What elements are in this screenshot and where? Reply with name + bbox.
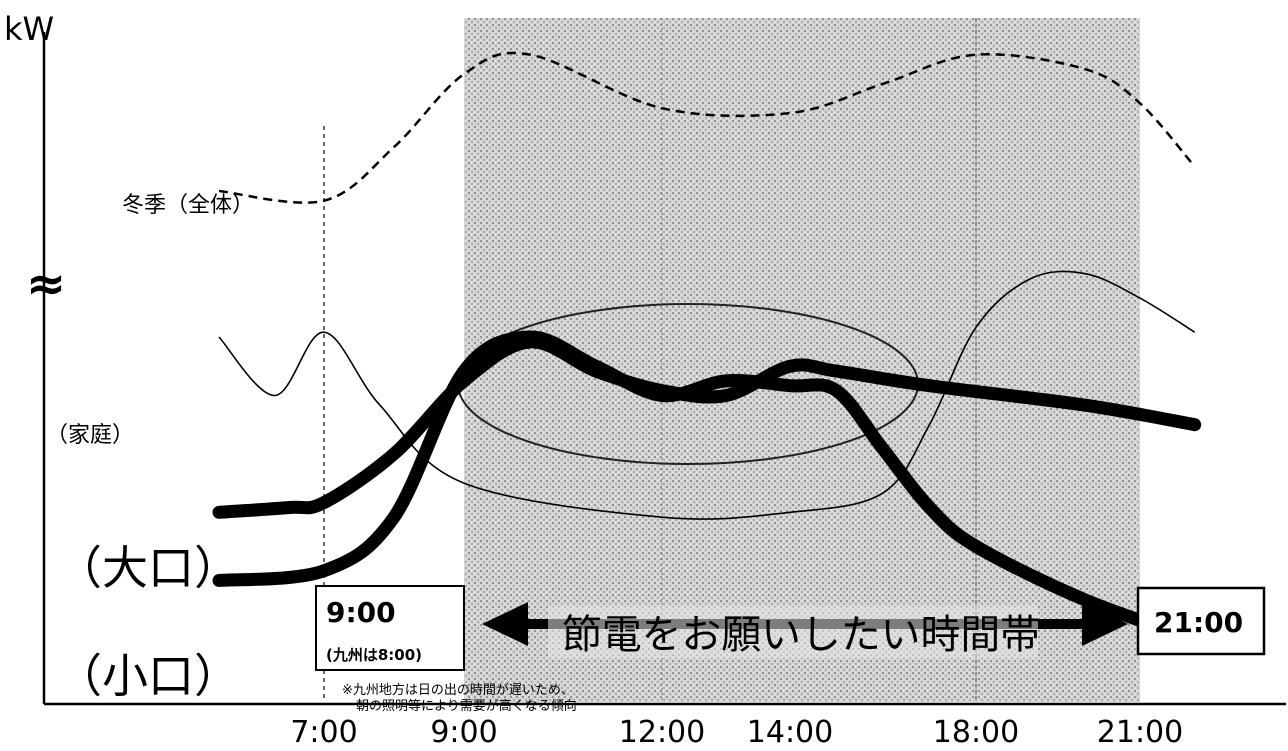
- x-tick-labels: 7:00 9:00 12:00 14:00 18:00 21:00: [290, 715, 1183, 750]
- axis-break-symbol: ≈: [26, 256, 66, 312]
- series-line-winter: [218, 51, 1196, 204]
- series-label-small: （小口）: [56, 649, 240, 703]
- footnote-line-1: ※九州地方は日の出の時間が遅いため、: [342, 682, 574, 698]
- end-time: 21:00: [1154, 606, 1243, 639]
- x-tick-label: 18:00: [933, 715, 1019, 750]
- start-time-note: (九州は8:00): [326, 646, 422, 664]
- series-line-small: [212, 330, 1202, 646]
- series-label-household: （家庭）: [46, 423, 134, 448]
- series-line-household: [218, 270, 1196, 520]
- series-layer: [212, 51, 1202, 646]
- x-tick-label: 7:00: [290, 715, 357, 750]
- end-time-box: [1136, 586, 1266, 656]
- series-label-large: （大口）: [56, 541, 240, 595]
- y-axis-label: kW: [4, 10, 54, 48]
- arrow-head-right: [1082, 602, 1128, 646]
- start-time: 9:00: [326, 596, 396, 629]
- x-tick-label: 9:00: [430, 715, 497, 750]
- x-tick-label: 21:00: [1097, 715, 1183, 750]
- footnote-line-2: 朝の照明等により需要が高くなる傾向: [356, 698, 577, 714]
- x-tick-label: 14:00: [747, 715, 833, 750]
- arrow-label: 節電をお願いしたい時間帯: [562, 612, 1040, 658]
- arrow-head-left: [482, 602, 528, 646]
- start-time-box: [315, 585, 465, 671]
- x-tick-label: 12:00: [619, 715, 705, 750]
- arrow-label-background: [548, 606, 1038, 658]
- series-label-winter: 冬季（全体）: [122, 193, 254, 218]
